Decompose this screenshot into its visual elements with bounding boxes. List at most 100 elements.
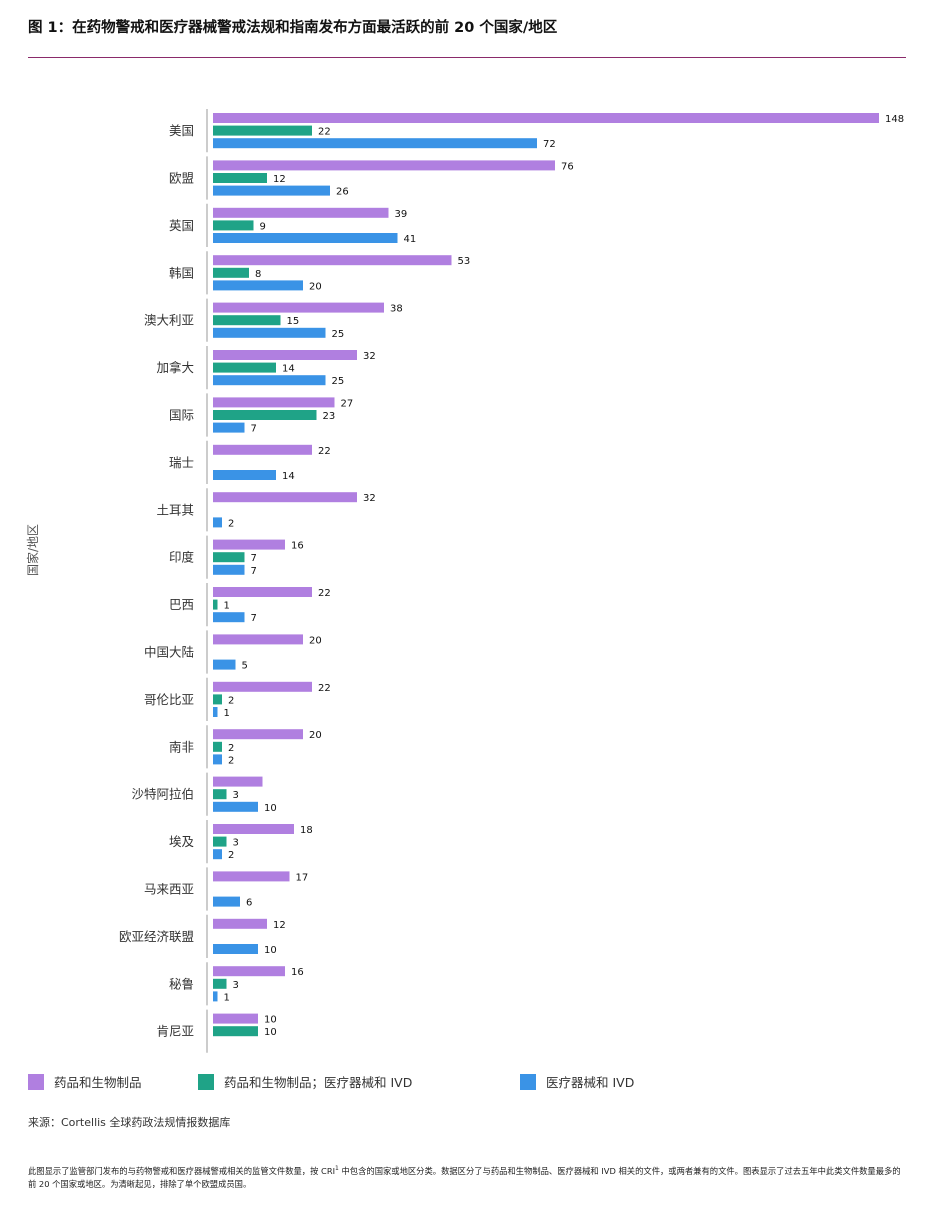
bar bbox=[213, 444, 312, 455]
bar bbox=[213, 776, 263, 787]
bar bbox=[213, 707, 218, 717]
legend-label-both: 药品和生物制品；医疗器械和 IVD bbox=[224, 1075, 413, 1090]
category-label: 欧亚经济联盟 bbox=[119, 929, 194, 944]
value-label: 7 bbox=[251, 553, 257, 564]
bar bbox=[213, 173, 267, 183]
chart-title: 图 1：在药物警戒和医疗器械警戒法规和指南发布方面最活跃的前 20 个国家/地区 bbox=[28, 20, 558, 36]
category-label: 南非 bbox=[169, 739, 194, 754]
legend-item-devices: 医疗器械和 IVD bbox=[520, 1072, 634, 1091]
category-label: 肯尼亚 bbox=[156, 1024, 194, 1039]
category-label: 中国大陆 bbox=[144, 645, 194, 660]
bar bbox=[213, 564, 245, 575]
legend-item-both: 药品和生物制品；医疗器械和 IVD bbox=[198, 1072, 412, 1091]
bar bbox=[213, 233, 398, 243]
bar bbox=[213, 397, 335, 408]
value-label: 10 bbox=[264, 945, 277, 956]
bar bbox=[213, 185, 330, 196]
value-label: 1 bbox=[224, 708, 230, 719]
bar bbox=[213, 552, 245, 563]
bar bbox=[213, 694, 222, 705]
value-label: 6 bbox=[246, 898, 252, 909]
legend-item-drugs: 药品和生物制品 bbox=[28, 1072, 142, 1091]
bar bbox=[213, 978, 227, 989]
value-label: 2 bbox=[228, 755, 234, 766]
value-label: 38 bbox=[390, 304, 403, 315]
category-label: 瑞士 bbox=[169, 455, 194, 470]
category-label: 土耳其 bbox=[156, 502, 194, 517]
category-label: 秘鲁 bbox=[169, 976, 194, 991]
category-label: 埃及 bbox=[169, 834, 195, 849]
value-label: 2 bbox=[228, 518, 234, 529]
category-label: 印度 bbox=[169, 550, 195, 565]
value-label: 27 bbox=[341, 398, 354, 409]
bar bbox=[213, 599, 218, 610]
value-label: 18 bbox=[300, 825, 313, 836]
bar bbox=[213, 220, 254, 231]
bar bbox=[213, 422, 245, 433]
bar bbox=[213, 659, 236, 670]
value-label: 10 bbox=[264, 1027, 277, 1038]
value-label: 14 bbox=[282, 364, 295, 375]
bar bbox=[213, 836, 227, 847]
bar bbox=[213, 896, 240, 907]
bar bbox=[213, 160, 555, 171]
value-label: 148 bbox=[885, 114, 904, 125]
bar bbox=[213, 207, 389, 218]
bar bbox=[213, 824, 294, 834]
value-labels: 1482272761226399415382038152532142527237… bbox=[224, 114, 905, 1038]
value-label: 32 bbox=[363, 351, 376, 362]
value-label: 22 bbox=[318, 446, 331, 457]
legend-swatch-drugs bbox=[28, 1073, 44, 1090]
value-label: 5 bbox=[242, 661, 248, 672]
bar bbox=[213, 267, 249, 278]
legend-swatch-both bbox=[198, 1073, 214, 1090]
category-label: 哥伦比亚 bbox=[144, 692, 194, 707]
legend: 药品和生物制品 药品和生物制品；医疗器械和 IVD 医疗器械和 IVD bbox=[0, 1072, 945, 1102]
bar bbox=[213, 315, 281, 326]
bar bbox=[213, 681, 312, 692]
value-label: 12 bbox=[273, 920, 286, 931]
bar bbox=[213, 991, 218, 1002]
value-label: 25 bbox=[332, 329, 345, 340]
bar bbox=[213, 125, 312, 136]
bars bbox=[213, 113, 879, 1037]
category-label: 韩国 bbox=[169, 265, 194, 280]
category-label: 美国 bbox=[169, 123, 194, 138]
bar-chart: 国家/地区 美国欧盟英国韩国澳大利亚加拿大国际瑞士土耳其印度巴西中国大陆哥伦比亚… bbox=[25, 109, 905, 1053]
title-divider bbox=[28, 57, 906, 58]
value-label: 8 bbox=[255, 269, 261, 280]
legend-label-drugs: 药品和生物制品 bbox=[54, 1075, 142, 1090]
value-label: 39 bbox=[395, 209, 408, 220]
value-label: 15 bbox=[287, 316, 300, 327]
bar bbox=[213, 255, 452, 266]
value-label: 3 bbox=[233, 790, 239, 801]
footnote-text-2: 中包含的国家或地区分类。数据区分了与药品和生物制品、医疗器械和 IVD 相关的文… bbox=[28, 1165, 901, 1189]
value-label: 10 bbox=[264, 803, 277, 814]
value-label: 2 bbox=[228, 850, 234, 861]
bar bbox=[213, 944, 258, 954]
value-label: 22 bbox=[318, 127, 331, 138]
value-label: 32 bbox=[363, 493, 376, 504]
category-label: 英国 bbox=[169, 218, 194, 233]
bar bbox=[213, 1013, 258, 1024]
y-axis-label: 国家/地区 bbox=[25, 524, 40, 576]
bar bbox=[213, 302, 384, 313]
bar bbox=[213, 539, 285, 550]
value-label: 20 bbox=[309, 730, 322, 741]
bar bbox=[213, 362, 276, 373]
bar bbox=[213, 113, 879, 123]
footnote-superscript: 1 bbox=[335, 1165, 339, 1172]
legend-label-devices: 医疗器械和 IVD bbox=[546, 1075, 635, 1090]
bar bbox=[213, 612, 245, 623]
bar bbox=[213, 410, 317, 420]
value-label: 76 bbox=[561, 161, 574, 172]
value-label: 9 bbox=[260, 221, 266, 232]
category-label: 欧盟 bbox=[169, 171, 194, 186]
value-label: 16 bbox=[291, 967, 304, 978]
bar bbox=[213, 375, 326, 386]
bar bbox=[213, 587, 312, 597]
value-label: 20 bbox=[309, 635, 322, 646]
value-label: 23 bbox=[323, 411, 336, 422]
value-label: 7 bbox=[251, 613, 257, 624]
value-label: 2 bbox=[228, 695, 234, 706]
